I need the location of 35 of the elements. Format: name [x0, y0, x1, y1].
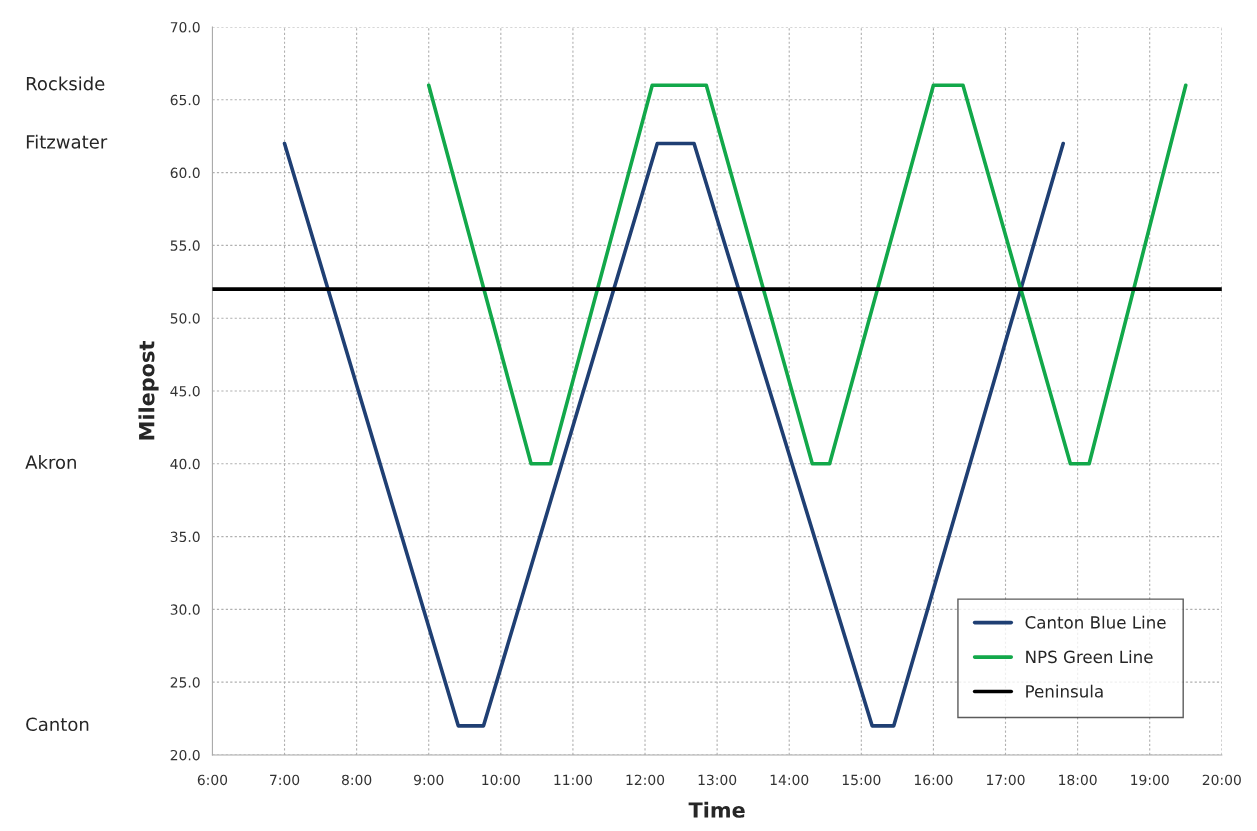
y-tick-label: 65.0 — [170, 94, 200, 106]
x-tick-label: 6:00 — [197, 774, 228, 786]
text: Akron — [25, 455, 76, 470]
text: Fitzwater — [26, 134, 108, 149]
x-tick-label: 9:00 — [414, 774, 444, 786]
y-tick-label: 60.0 — [170, 167, 200, 179]
x-tick-label: 12:00 — [626, 774, 665, 786]
x-tick-label: 8:00 — [341, 774, 372, 786]
x-tick-label: 20:00 — [1202, 774, 1241, 786]
text: Canton — [26, 717, 89, 732]
x-tick-label: 11:00 — [554, 774, 593, 786]
x-tick-label: 10:00 — [482, 774, 520, 786]
x-tick-label: 13:00 — [698, 774, 737, 786]
y-tick-label: 40.0 — [170, 458, 200, 470]
x-tick-label: 19:00 — [1131, 774, 1169, 786]
text: Rockside — [26, 76, 105, 91]
y-tick-label: 25.0 — [170, 677, 200, 688]
y-tick-label: 50.0 — [170, 313, 200, 324]
y-tick-label: 35.0 — [170, 531, 200, 543]
y-tick-label: 30.0 — [170, 604, 200, 615]
x-tick-label: 14:00 — [770, 774, 809, 786]
x-tick-label: 16:00 — [914, 774, 953, 786]
y-axis-title: Milepost — [138, 341, 159, 440]
y-tick-label: 45.0 — [170, 385, 200, 397]
x-tick-label: 18:00 — [1059, 774, 1097, 786]
y-tick-label: 20.0 — [170, 749, 200, 761]
x-tick-label: 15:00 — [842, 774, 881, 786]
y-tick-label: 70.0 — [170, 21, 200, 33]
y-tick-label: 55.0 — [170, 240, 200, 251]
x-axis-title: Time — [688, 801, 745, 818]
legend-label: Canton Blue Line — [1025, 615, 1166, 629]
x-tick-label: 17:00 — [987, 774, 1025, 786]
legend-label: Peninsula — [1026, 684, 1103, 698]
x-tick-label: 7:00 — [270, 774, 300, 786]
legend-label: NPS Green Line — [1026, 650, 1153, 664]
